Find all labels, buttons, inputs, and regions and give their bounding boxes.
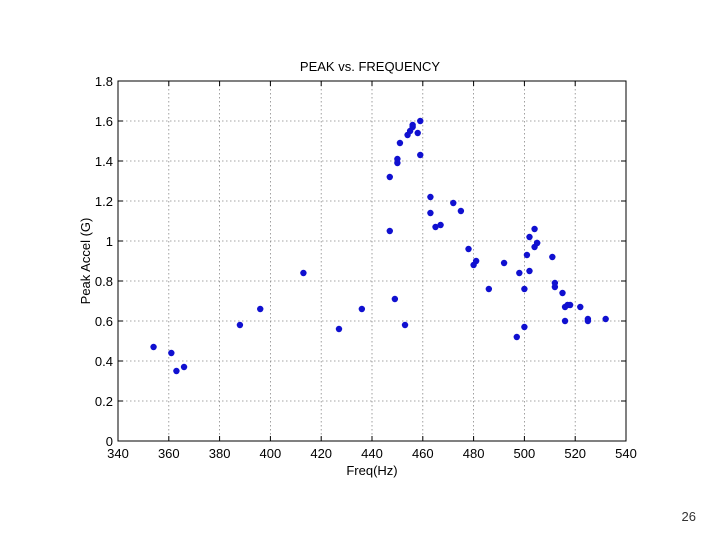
y-tick-label: 1.8 [95, 74, 113, 89]
x-tick-label: 540 [615, 446, 637, 461]
data-point [465, 245, 472, 253]
y-tick-label: 1.2 [95, 194, 113, 209]
x-tick-label: 520 [564, 446, 586, 461]
data-point [521, 323, 528, 331]
y-tick-label: 0.2 [95, 394, 113, 409]
data-point [521, 285, 528, 293]
data-point [526, 267, 533, 275]
x-tick-label: 440 [361, 446, 383, 461]
data-point [150, 343, 157, 351]
data-point [561, 317, 569, 325]
data-point [559, 289, 566, 297]
data-point [531, 225, 538, 233]
y-tick-label: 1.6 [95, 114, 113, 129]
y-tick-label: 0.6 [95, 314, 113, 329]
y-tick-label: 0.4 [95, 354, 113, 369]
page-number: 26 [681, 509, 696, 524]
x-tick-label: 420 [310, 446, 332, 461]
data-point [401, 321, 409, 329]
data-point [432, 223, 439, 231]
data-points [150, 117, 609, 375]
data-point [500, 259, 508, 267]
data-point [236, 321, 244, 329]
data-point [602, 315, 609, 323]
x-tick-label: 460 [412, 446, 434, 461]
y-tick-label: 1.4 [95, 154, 113, 169]
data-point [386, 227, 393, 235]
y-tick-label: 0 [106, 434, 113, 449]
data-point [414, 129, 421, 137]
data-point [566, 301, 574, 309]
x-tick-label: 480 [463, 446, 485, 461]
data-point [386, 173, 393, 181]
data-point [173, 367, 180, 375]
data-point [513, 333, 520, 341]
data-point [584, 317, 592, 325]
y-axis-label: Peak Accel (G) [78, 218, 93, 305]
data-point [391, 295, 399, 303]
data-point [427, 209, 434, 217]
x-tick-label: 360 [158, 446, 180, 461]
data-point [180, 363, 188, 371]
x-tick-labels: 340 360 380 400 420 440 460 480 500 520 540 [107, 446, 637, 461]
data-point [472, 257, 480, 265]
data-point [396, 139, 404, 147]
data-point [577, 303, 584, 311]
data-point [168, 349, 175, 357]
data-point [533, 239, 541, 247]
tick-marks [117, 80, 627, 442]
data-point [516, 269, 523, 277]
x-tick-label: 380 [209, 446, 231, 461]
data-point [457, 207, 465, 215]
chart-title: PEAK vs. FREQUENCY [300, 59, 440, 74]
x-tick-label: 340 [107, 446, 129, 461]
data-point [551, 283, 559, 291]
data-point [523, 251, 531, 259]
y-tick-label: 1 [106, 234, 113, 249]
x-tick-label: 400 [260, 446, 282, 461]
data-point [300, 269, 307, 277]
data-point [257, 305, 264, 313]
y-tick-label: 0.8 [95, 274, 113, 289]
data-point [417, 151, 424, 159]
data-point [358, 305, 366, 313]
grid-lines [118, 81, 626, 441]
data-point [485, 285, 493, 293]
y-tick-labels: 0 0.2 0.4 0.6 0.8 1 1.2 1.4 1.6 1.8 [95, 74, 113, 449]
data-point [409, 123, 416, 131]
data-point [335, 325, 343, 333]
x-axis-label: Freq(Hz) [346, 463, 397, 478]
data-point [437, 221, 444, 229]
data-point [526, 233, 533, 241]
data-point [549, 253, 556, 261]
data-point [394, 155, 401, 163]
data-point [450, 199, 457, 207]
data-point [417, 117, 424, 125]
data-point [427, 193, 434, 201]
x-tick-label: 500 [514, 446, 536, 461]
